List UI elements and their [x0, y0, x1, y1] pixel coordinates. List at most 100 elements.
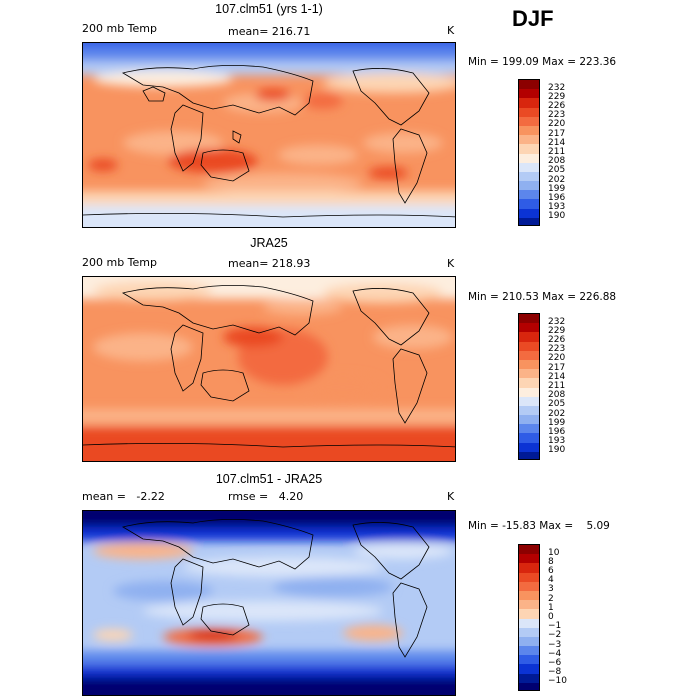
panel-2-colorbar-swatch — [519, 405, 539, 416]
panel-2-colorbar-tick-label: 190 — [548, 445, 566, 456]
panel-2-colorbar-tick-label: 211 — [548, 381, 566, 391]
panel-3-colorbar-swatch — [519, 609, 539, 619]
panel-1-unit-label: K — [447, 24, 455, 37]
panel-3-colorbar-tick-label: 3 — [548, 584, 554, 595]
panel-3-colorbar-swatch — [519, 682, 539, 690]
panel-3-colorbar-swatch — [519, 572, 539, 582]
panel-1-colorbar-tick-label: 214 — [548, 137, 566, 148]
panel-1-colorbar-tick-label: 208 — [548, 156, 566, 167]
panel-3-colorbar-tick-label: 1 — [548, 602, 554, 613]
panel-3-colorbar-swatch — [519, 618, 539, 628]
panel-3-colorbar-swatch — [519, 545, 539, 555]
panel-2-colorbar-tick-label: 202 — [548, 408, 566, 419]
panel-2-mean-label: mean= 218.93 — [228, 257, 311, 270]
panel-2-colorbar-tick-label: 199 — [548, 417, 566, 428]
panel-3-minmax: Min = -15.83 Max = 5.09 — [468, 520, 610, 532]
panel-1-mean-label: mean= 216.71 — [228, 25, 311, 38]
panel-2-colorbar-tick-label: 208 — [548, 390, 566, 401]
panel-2-colorbar-swatch — [519, 323, 539, 333]
panel-1-colorbar-swatch — [519, 89, 539, 99]
panel-3-colorbar-swatch — [519, 563, 539, 573]
panel-1-colorbar-swatch — [519, 162, 539, 172]
panel-3-colorbar-tick-label: −1 — [548, 621, 562, 632]
panel-1-colorbar-swatch — [519, 208, 539, 218]
panel-2-colorbar-swatch — [519, 350, 539, 360]
panel-3-map — [82, 510, 456, 696]
panel-2-colorbar-swatch — [519, 424, 539, 434]
panel-1-colorbar-swatch — [519, 190, 539, 200]
panel-3-colorbar-tick-label: −2 — [548, 630, 562, 641]
panel-3-rmse-label: rmse = 4.20 — [228, 490, 304, 503]
panel-3-contour-field — [83, 511, 455, 695]
panel-3-colorbar-swatch — [519, 627, 539, 637]
panel-2-colorbar-swatch — [519, 341, 539, 351]
panel-2-contour-field — [83, 277, 455, 461]
panel-3-colorbar-tick-label: 10 — [548, 547, 560, 558]
panel-1-colorbar-tick-label: 226 — [548, 101, 566, 112]
panel-1-minmax: Min = 199.09 Max = 223.36 — [468, 56, 617, 68]
panel-3-title: 107.clm51 - JRA25 — [215, 472, 323, 486]
panel-1-colorbar-tick-label: 202 — [548, 174, 566, 185]
panel-1-colorbar-swatch — [519, 116, 539, 126]
panel-2-colorbar-tick-label: 220 — [548, 353, 566, 364]
panel-2-title: JRA25 — [250, 236, 288, 250]
panel-3-colorbar-swatch — [519, 646, 539, 656]
panel-3-colorbar-tick-label: 8 — [548, 556, 554, 567]
panel-2-colorbar-tick-label: 226 — [548, 335, 566, 346]
panel-1-colorbar-swatch — [519, 125, 539, 136]
panel-3-colorbar — [518, 544, 540, 691]
panel-1-variable-label: 200 mb Temp — [82, 22, 158, 35]
panel-3-colorbar-swatch — [519, 554, 539, 564]
panel-3-colorbar-tick-label: −4 — [548, 648, 562, 659]
panel-1-colorbar-swatch — [519, 144, 539, 154]
panel-2-colorbar-swatch — [519, 442, 539, 452]
panel-3-colorbar-tick-label: 6 — [548, 566, 554, 577]
panel-2-colorbar-swatch — [519, 359, 539, 370]
panel-3-colorbar-tick-label: 4 — [548, 575, 554, 586]
panel-1-colorbar-tick-label: 205 — [548, 165, 566, 176]
panel-2-colorbar-swatch — [519, 396, 539, 406]
panel-2-map — [82, 276, 456, 462]
panel-2-colorbar-swatch — [519, 415, 539, 425]
panel-2-colorbar-swatch — [519, 378, 539, 388]
panel-1-colorbar-tick-label: 232 — [548, 82, 566, 93]
panel-3-colorbar-tick-label: 0 — [548, 612, 554, 622]
panel-1-colorbar-swatch — [519, 135, 539, 145]
panel-2-colorbar-tick-label: 196 — [548, 426, 566, 437]
panel-1-colorbar-swatch — [519, 98, 539, 108]
panel-2-colorbar-tick-label: 193 — [548, 436, 566, 447]
panel-1-colorbar-tick-label: 190 — [548, 211, 566, 222]
panel-1-colorbar-tick-label: 196 — [548, 192, 566, 203]
panel-3-colorbar-tick-label: −10 — [548, 676, 567, 687]
panel-2-colorbar-swatch — [519, 332, 539, 342]
panel-2-colorbar-swatch — [519, 387, 539, 397]
panel-1-colorbar-swatch — [519, 171, 539, 182]
panel-3-colorbar-swatch — [519, 581, 539, 591]
panel-2-colorbar-tick-label: 229 — [548, 325, 566, 336]
panel-1-colorbar-swatch — [519, 80, 539, 90]
panel-3-mean-label: mean = -2.22 — [82, 490, 165, 503]
panel-2-variable-label: 200 mb Temp — [82, 256, 158, 269]
panel-3-colorbar-swatch — [519, 664, 539, 674]
panel-1-colorbar-tick-label: 220 — [548, 119, 566, 130]
panel-1-contour-field — [83, 43, 455, 227]
panel-3-colorbar-tick-label: 2 — [548, 593, 554, 604]
panel-2-colorbar-swatch — [519, 433, 539, 443]
panel-1-colorbar-tick-label: 217 — [548, 128, 566, 139]
panel-2-colorbar-tick-label: 232 — [548, 316, 566, 327]
panel-1-colorbar-tick-label: 199 — [548, 183, 566, 194]
season-label: DJF — [512, 6, 554, 31]
panel-3-colorbar-swatch — [519, 590, 539, 601]
panel-2-colorbar-tick-label: 223 — [548, 344, 566, 355]
panel-1-map — [82, 42, 456, 228]
panel-2-minmax: Min = 210.53 Max = 226.88 — [468, 291, 617, 303]
panel-3-colorbar-swatch — [519, 600, 539, 610]
panel-1-colorbar-swatch — [519, 153, 539, 163]
panel-2-colorbar-swatch — [519, 451, 539, 459]
panel-1-colorbar — [518, 79, 540, 226]
panel-2-colorbar — [518, 313, 540, 460]
panel-2-colorbar-tick-label: 214 — [548, 371, 566, 382]
panel-3-colorbar-swatch — [519, 673, 539, 683]
panel-1-colorbar-tick-label: 193 — [548, 202, 566, 213]
panel-3-colorbar-tick-label: −3 — [548, 639, 562, 650]
